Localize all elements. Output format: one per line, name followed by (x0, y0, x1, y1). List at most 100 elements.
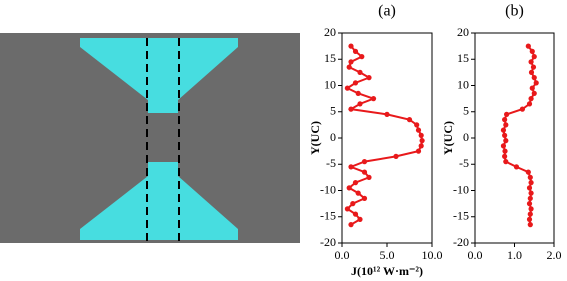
y-tick-label: 10 (324, 77, 336, 91)
x-tick-label: 5.0 (380, 248, 395, 262)
point (530, 64, 537, 70)
point (352, 211, 359, 217)
point (528, 69, 535, 75)
point (528, 206, 534, 212)
y-tick-label: 0 (330, 130, 336, 144)
point (418, 143, 424, 149)
point (500, 143, 507, 149)
point (503, 122, 509, 128)
point (529, 48, 535, 54)
point (348, 164, 354, 170)
structure-top (80, 38, 238, 113)
point (502, 117, 508, 123)
y-tick-label: -20 (320, 235, 336, 249)
y-tick-label: -5 (326, 156, 336, 170)
point (346, 64, 352, 70)
y-tick-label: -10 (320, 182, 336, 196)
point (361, 169, 368, 175)
y-tick-label: 5 (330, 104, 336, 118)
x-tick-label: 1.0 (507, 248, 522, 262)
point (527, 211, 533, 217)
point (503, 159, 509, 165)
y-axis-label: Y(UC) (308, 121, 322, 155)
y-tick-label: -5 (459, 156, 469, 170)
y-tick-label: -10 (453, 182, 469, 196)
point (526, 216, 533, 222)
point (348, 222, 354, 228)
point (352, 80, 359, 86)
point (519, 106, 526, 112)
y-tick-label: -15 (320, 209, 336, 223)
point (348, 59, 354, 65)
x-tick-label: 10.0 (422, 248, 443, 262)
point (393, 153, 399, 159)
point (357, 101, 363, 107)
point (500, 127, 507, 133)
point (526, 101, 533, 107)
point (415, 127, 422, 133)
point (527, 222, 533, 228)
x-tick-label: 2.0 (547, 248, 562, 262)
point (528, 190, 534, 196)
point (531, 75, 537, 81)
point (502, 148, 508, 154)
point (527, 195, 533, 201)
point (528, 180, 534, 186)
point (525, 43, 531, 49)
chart-title: (a) (378, 3, 396, 20)
y-tick-label: -20 (453, 235, 469, 249)
y-tick-label: 5 (463, 104, 469, 118)
point (352, 180, 359, 186)
point (527, 174, 533, 180)
y-tick-label: 20 (457, 25, 469, 39)
point (344, 85, 350, 91)
point (419, 138, 425, 144)
point (528, 96, 534, 102)
point (348, 43, 354, 49)
point (525, 169, 531, 175)
point (361, 195, 368, 201)
structure-bottom (80, 162, 238, 240)
point (361, 159, 368, 165)
y-tick-label: 10 (457, 77, 469, 91)
point (529, 85, 535, 91)
y-tick-label: 15 (457, 51, 469, 65)
point (344, 206, 350, 212)
point (526, 185, 533, 191)
point (513, 164, 520, 170)
point (502, 132, 508, 138)
point (531, 54, 537, 60)
point (359, 54, 365, 60)
point (346, 185, 352, 191)
y-axis-label: Y(UC) (441, 121, 455, 155)
point (528, 59, 534, 65)
point (350, 201, 356, 207)
point (526, 201, 533, 207)
point (370, 96, 377, 102)
point (384, 111, 390, 117)
x-tick-label: 0.0 (335, 248, 350, 262)
point (531, 90, 537, 96)
plot-frame (474, 32, 555, 244)
point (355, 190, 361, 196)
point (357, 216, 363, 222)
x-axis-label: J(10¹² W·m⁻²) (351, 264, 423, 278)
point (414, 122, 420, 128)
y-tick-label: 0 (463, 130, 469, 144)
point (357, 69, 363, 75)
y-tick-label: 15 (324, 51, 336, 65)
point (366, 174, 372, 180)
plot-frame (341, 32, 433, 244)
chart-title: (b) (505, 3, 524, 20)
point (415, 148, 422, 154)
point (503, 138, 509, 144)
point (406, 117, 413, 123)
point (502, 153, 508, 159)
point (418, 132, 424, 138)
point (348, 106, 354, 112)
y-tick-label: -15 (453, 209, 469, 223)
point (355, 90, 361, 96)
point (504, 111, 510, 117)
